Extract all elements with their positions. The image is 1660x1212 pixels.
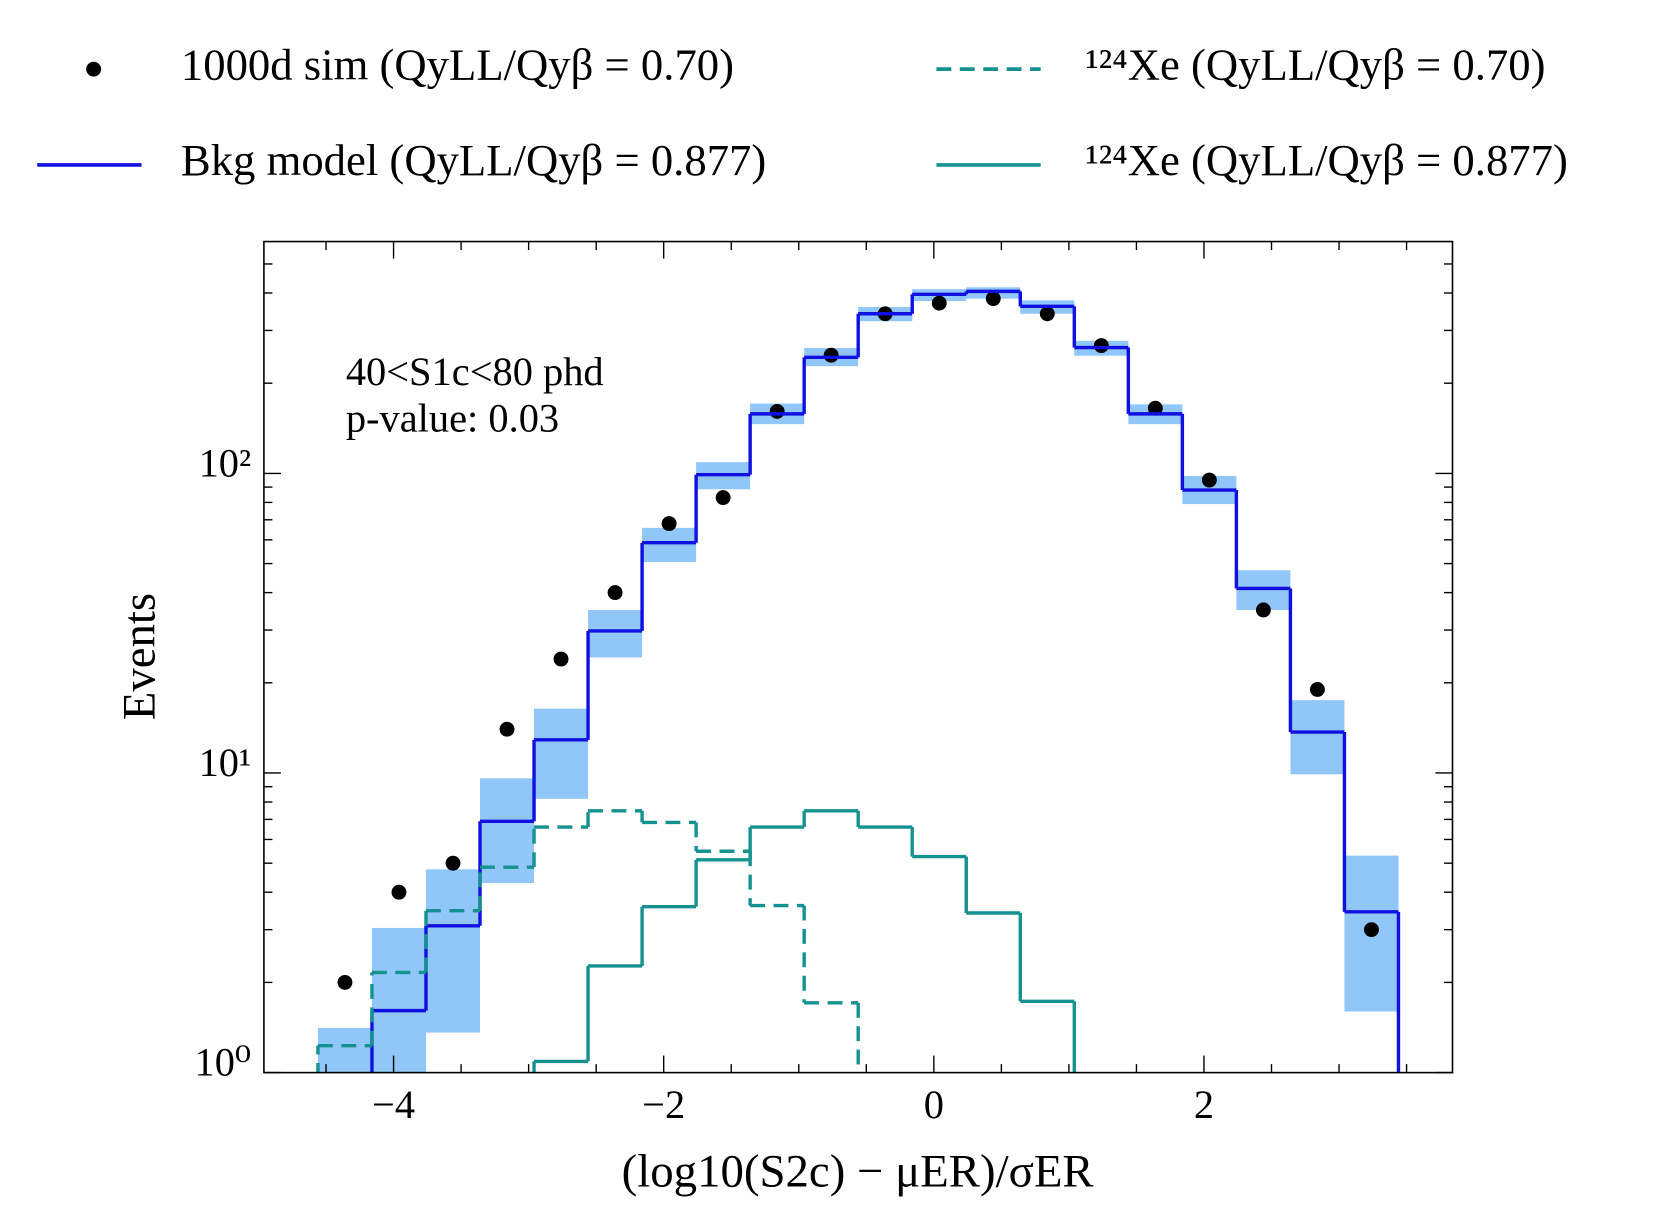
data-point: [1364, 922, 1379, 938]
data-point: [499, 721, 515, 737]
data-point: [391, 884, 407, 900]
x-tick-label: 0: [924, 1082, 944, 1127]
axes-frame: [263, 240, 1454, 1074]
data-point: [1201, 472, 1217, 488]
uncertainty-band: [642, 527, 697, 563]
legend-label: 1000d sim (QyLL/Qyβ = 0.70): [181, 39, 734, 89]
uncertainty-band: [588, 609, 643, 658]
plot-area: [316, 287, 1401, 1073]
data-point: [985, 291, 1001, 307]
y-tick-label: 10¹: [199, 740, 252, 785]
y-tick-label: 10⁰: [194, 1040, 251, 1085]
data-point: [1255, 602, 1271, 618]
data-point: [661, 516, 677, 532]
x-tick-label: −4: [372, 1082, 415, 1127]
y-tick-label: 10²: [199, 440, 252, 485]
uncertainty-band: [425, 869, 481, 1033]
uncertainty-band: [317, 1027, 372, 1073]
annotation: p-value: 0.03: [346, 396, 559, 441]
y-axis-label: Events: [113, 593, 165, 720]
uncertainty-band: [1290, 700, 1345, 775]
uncertainty-band: [534, 708, 589, 799]
uncertainty-band: [371, 927, 426, 1073]
legend-marker: [86, 61, 102, 77]
data-point: [553, 651, 569, 667]
data-point: [931, 295, 947, 311]
legend-label: ¹²⁴Xe (QyLL/Qyβ = 0.70): [1085, 39, 1545, 89]
data-point: [715, 490, 731, 506]
data-point: [337, 974, 353, 990]
data-point: [445, 855, 461, 871]
legend-label: Bkg model (QyLL/Qyβ = 0.877): [181, 135, 766, 185]
annotation: 40<S1c<80 phd: [346, 349, 604, 394]
x-axis-label: (log10(S2c) − μER)/σER: [622, 1146, 1095, 1198]
data-point: [607, 585, 623, 601]
data-point: [1147, 400, 1163, 416]
data-point: [1093, 338, 1109, 354]
x-tick-label: 2: [1194, 1082, 1214, 1127]
x-tick-label: −2: [642, 1082, 685, 1127]
legend-label: ¹²⁴Xe (QyLL/Qyβ = 0.877): [1085, 135, 1567, 185]
data-point: [1039, 306, 1055, 322]
data-point: [823, 347, 839, 363]
data-point: [1309, 682, 1325, 697]
data-point: [769, 403, 785, 419]
